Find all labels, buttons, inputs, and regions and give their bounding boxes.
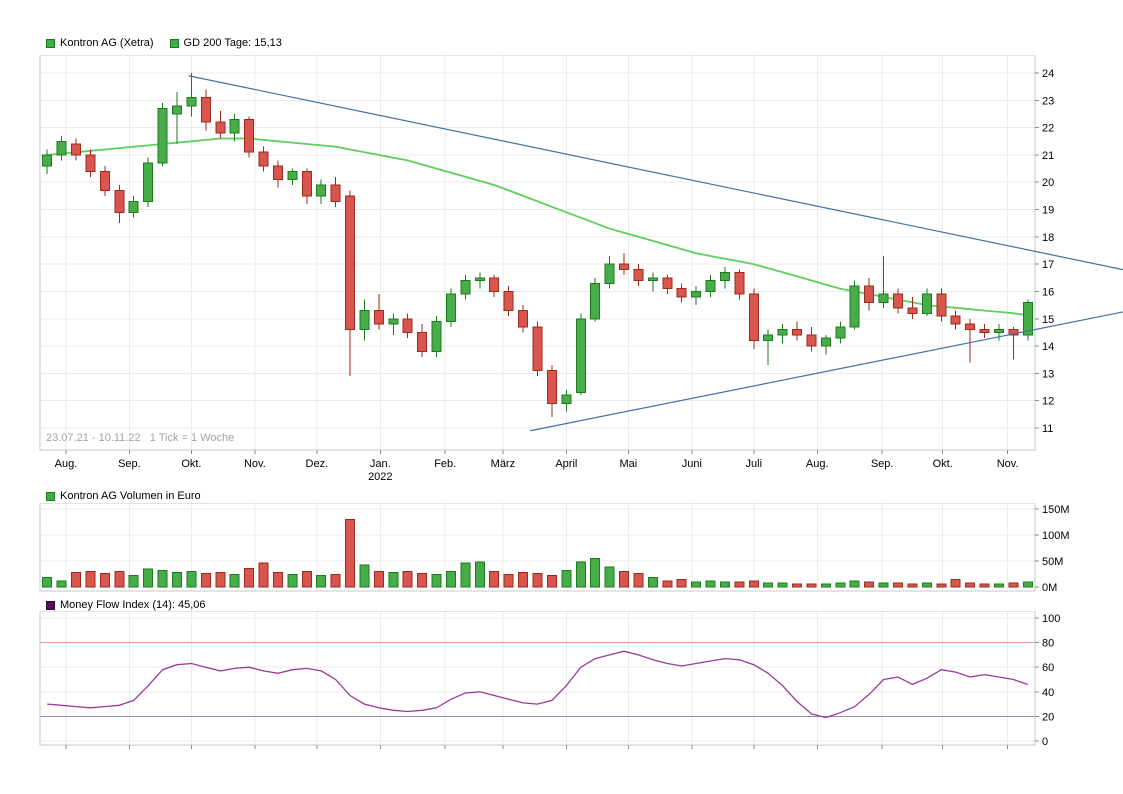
price-series-marker-icon <box>46 38 55 48</box>
svg-text:23: 23 <box>1042 95 1054 107</box>
svg-text:Mai: Mai <box>619 458 637 470</box>
svg-text:50M: 50M <box>1042 556 1063 568</box>
svg-text:40: 40 <box>1042 687 1054 699</box>
svg-text:Jan.: Jan. <box>370 458 391 470</box>
legend-item-mfi: Money Flow Index (14): 45,06 <box>46 599 206 611</box>
svg-text:2022: 2022 <box>368 471 392 483</box>
svg-text:15: 15 <box>1042 314 1054 326</box>
svg-text:Nov.: Nov. <box>997 458 1019 470</box>
mfi-chart-legend: Money Flow Index (14): 45,06 <box>46 599 206 611</box>
svg-text:22: 22 <box>1042 123 1054 135</box>
svg-text:Okt.: Okt. <box>933 458 953 470</box>
gd200-label: GD 200 Tage: 15,13 <box>183 37 282 49</box>
svg-text:Sep.: Sep. <box>118 458 141 470</box>
volume-marker-icon <box>46 491 55 501</box>
svg-text:14: 14 <box>1042 341 1054 353</box>
svg-text:Dez.: Dez. <box>306 458 329 470</box>
svg-text:100: 100 <box>1042 613 1060 625</box>
volume-chart-svg: 150M 100M 50M 0M <box>39 503 1070 594</box>
mfi-marker-icon <box>46 600 55 610</box>
svg-text:April: April <box>555 458 577 470</box>
mfi-label: Money Flow Index (14): 45,06 <box>60 599 206 611</box>
legend-item-gd200: GD 200 Tage: 15,13 <box>169 37 282 49</box>
legend-item-price-series: Kontron AG (Xetra) <box>46 37 154 49</box>
svg-text:0M: 0M <box>1042 582 1057 594</box>
price-series-label: Kontron AG (Xetra) <box>60 37 154 49</box>
volume-label: Kontron AG Volumen in Euro <box>60 490 201 502</box>
svg-text:21: 21 <box>1042 150 1054 162</box>
svg-text:20: 20 <box>1042 711 1054 723</box>
svg-text:13: 13 <box>1042 368 1054 380</box>
svg-text:Aug.: Aug. <box>806 458 829 470</box>
svg-text:Nov.: Nov. <box>244 458 266 470</box>
svg-text:Aug.: Aug. <box>55 458 78 470</box>
legend-item-volume: Kontron AG Volumen in Euro <box>46 490 201 502</box>
svg-text:150M: 150M <box>1042 504 1070 516</box>
svg-text:18: 18 <box>1042 232 1054 244</box>
svg-text:19: 19 <box>1042 205 1054 217</box>
chart-footnote: 23.07.21 - 10.11.22 1 Tick = 1 Woche <box>46 432 235 444</box>
volume-chart-legend: Kontron AG Volumen in Euro <box>46 490 201 502</box>
svg-text:60: 60 <box>1042 662 1054 674</box>
svg-text:Feb.: Feb. <box>434 458 456 470</box>
main-chart-legend: Kontron AG (Xetra) GD 200 Tage: 15,13 <box>46 37 282 49</box>
svg-text:24: 24 <box>1042 68 1054 80</box>
svg-text:16: 16 <box>1042 286 1054 298</box>
mfi-chart-svg: 100 80 60 40 20 0 <box>39 611 1060 749</box>
svg-text:März: März <box>491 458 515 470</box>
svg-text:17: 17 <box>1042 259 1054 271</box>
svg-text:11: 11 <box>1042 423 1053 435</box>
svg-text:Sep.: Sep. <box>871 458 894 470</box>
svg-text:Juli: Juli <box>746 458 763 470</box>
svg-text:Okt.: Okt. <box>181 458 201 470</box>
svg-text:80: 80 <box>1042 638 1054 650</box>
svg-text:12: 12 <box>1042 396 1054 408</box>
svg-text:Juni: Juni <box>682 458 702 470</box>
svg-text:0: 0 <box>1042 736 1048 748</box>
svg-text:20: 20 <box>1042 177 1054 189</box>
gd200-marker-icon <box>169 38 179 48</box>
svg-text:100M: 100M <box>1042 530 1070 542</box>
